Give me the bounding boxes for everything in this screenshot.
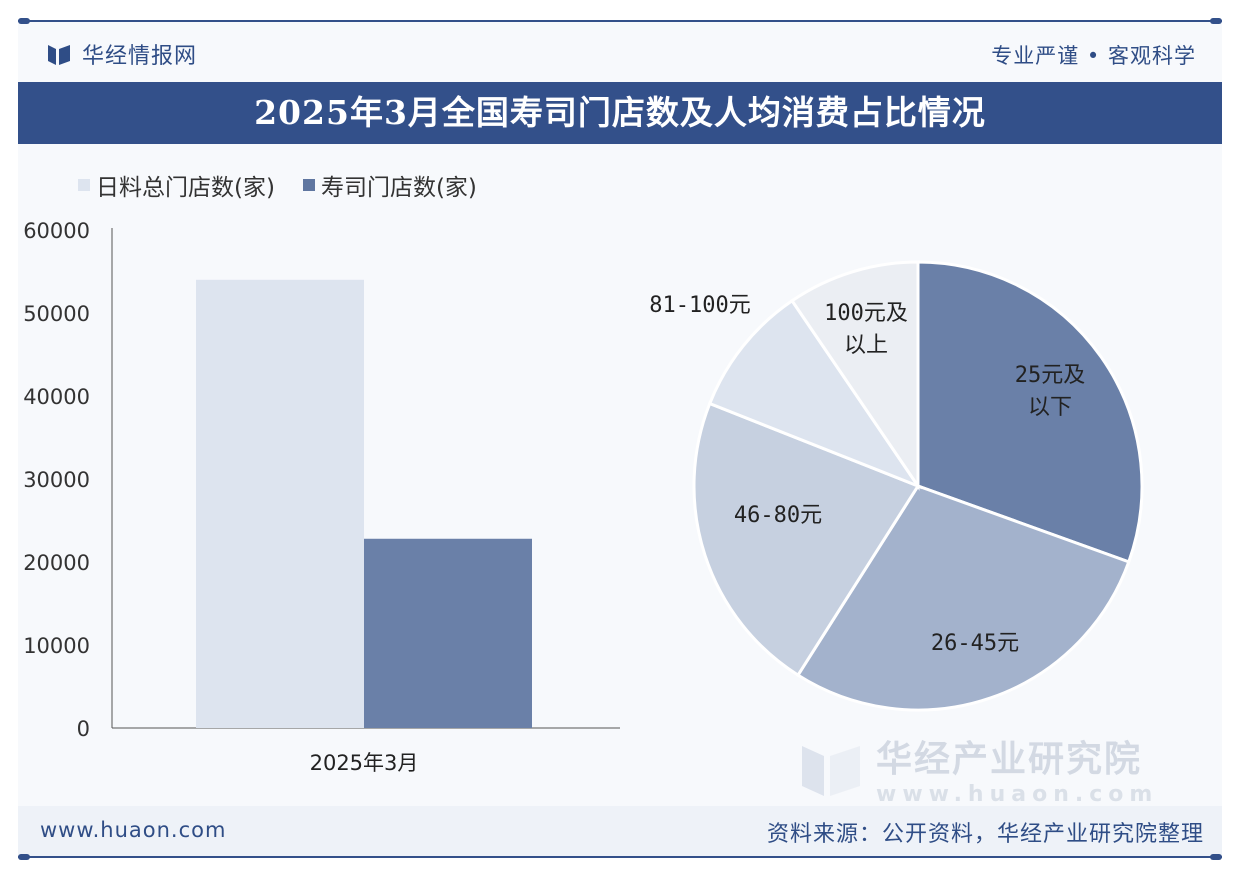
y-tick-label: 40000 <box>23 385 90 409</box>
pie-slice <box>916 260 1144 564</box>
footer-url[interactable]: www.huaon.com <box>40 818 227 842</box>
y-tick-label: 20000 <box>23 551 90 575</box>
y-tick-label: 30000 <box>23 468 90 492</box>
y-tick-label: 60000 <box>23 219 90 243</box>
pie-slice <box>790 260 920 491</box>
pie-slice <box>692 401 921 678</box>
pie-label: 81-100元 <box>649 293 750 318</box>
y-tick-label: 10000 <box>23 634 90 658</box>
tagline: 专业严谨 • 客观科学 <box>991 44 1196 68</box>
y-tick-label: 0 <box>77 717 90 741</box>
border-dot <box>1210 854 1222 860</box>
legend-swatch <box>78 179 90 191</box>
pie-label: 46-80元 <box>734 503 822 528</box>
legend-label: 寿司门店数(家) <box>320 175 477 201</box>
pie-slice <box>707 298 922 490</box>
watermark-name: 华经产业研究院 <box>876 739 1143 780</box>
footer-source: 资料来源：公开资料，华经产业研究院整理 <box>766 822 1204 847</box>
legend: 日料总门店数(家) 寿司门店数(家) <box>78 168 505 202</box>
header: 华经情报网 专业严谨 • 客观科学 <box>18 22 1222 80</box>
pie-slice <box>795 484 1131 712</box>
bar <box>364 538 532 728</box>
legend-item-sushi: 寿司门店数(家) <box>302 168 477 202</box>
watermark-text: 华经产业研究院 www.huaon.com <box>876 730 1158 807</box>
bar <box>196 279 364 728</box>
x-tick-label: 2025年3月 <box>310 751 419 775</box>
pie-label: 25元及以下 <box>1015 363 1086 420</box>
border-dot <box>18 854 30 860</box>
top-border <box>18 20 1222 22</box>
watermark-logo-icon <box>802 745 860 796</box>
watermark: 华经产业研究院 www.huaon.com <box>800 730 1158 807</box>
pie-label: 100元及以上 <box>824 301 908 358</box>
chart-title: 2025年3月全国寿司门店数及人均消费占比情况 <box>18 82 1222 144</box>
legend-label: 日料总门店数(家) <box>96 175 275 201</box>
y-tick-label: 50000 <box>23 302 90 326</box>
border-dot <box>1210 18 1222 24</box>
footer-background <box>18 806 1222 856</box>
watermark-url: www.huaon.com <box>876 782 1159 807</box>
bottom-border <box>18 856 1222 858</box>
brand-name: 华经情报网 <box>82 44 198 69</box>
legend-item-total: 日料总门店数(家) <box>78 168 275 202</box>
pie-label: 26-45元 <box>931 631 1019 656</box>
legend-swatch <box>302 179 315 191</box>
brand-logo-icon <box>48 45 70 65</box>
brand[interactable]: 华经情报网 <box>46 38 197 70</box>
border-dot <box>18 18 30 24</box>
